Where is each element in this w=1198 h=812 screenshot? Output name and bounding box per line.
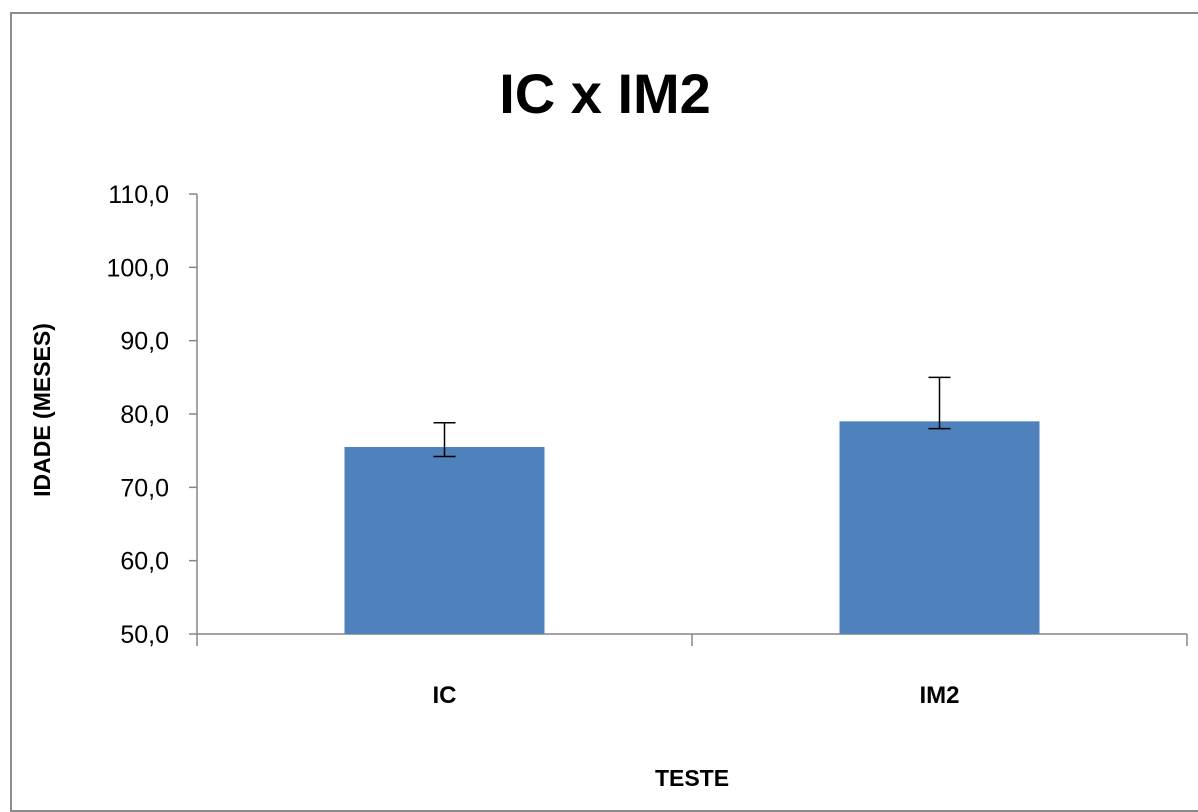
y-tick-label: 70,0 (120, 474, 169, 502)
x-category-label: IM2 (919, 682, 959, 709)
bars (344, 421, 1040, 634)
x-category-labels: IC IM2 (433, 682, 960, 709)
bar (839, 421, 1040, 634)
y-tick-labels: 50,0 60,0 70,0 80,0 90,0 100,0 110,0 (106, 181, 169, 649)
y-axis-label: IDADE (MESES) (29, 323, 55, 497)
chart-frame (10, 12, 1198, 812)
y-tick-label: 50,0 (120, 621, 169, 649)
x-category-label: IC (433, 682, 457, 709)
error-bars (433, 376, 951, 458)
y-tick-label: 110,0 (108, 181, 169, 209)
y-tick-label: 100,0 (106, 254, 169, 282)
y-tick-label: 90,0 (120, 328, 169, 356)
chart-title: IC x IM2 (499, 62, 711, 125)
x-axis-label: TESTE (655, 765, 729, 791)
y-tick-label: 80,0 (120, 401, 169, 429)
bar (344, 447, 545, 634)
y-tick-label: 60,0 (120, 548, 169, 576)
